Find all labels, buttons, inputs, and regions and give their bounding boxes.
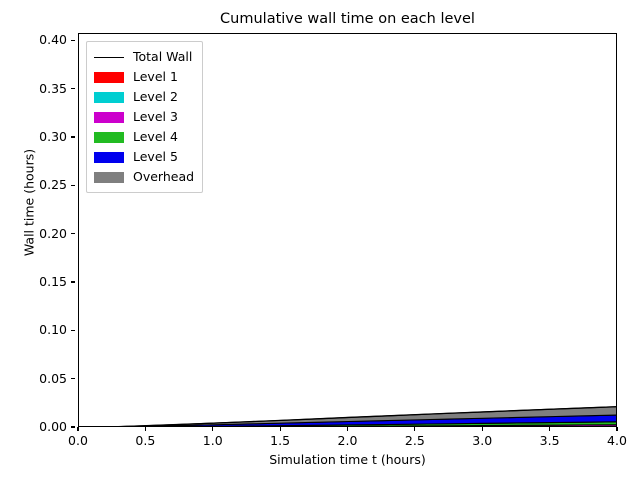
- x-tick-label: 0.5: [135, 433, 156, 448]
- total-wall-line: [118, 406, 616, 426]
- y-tick-mark: [71, 233, 75, 235]
- x-tick-label: 4.0: [607, 433, 627, 448]
- y-tick-mark: [71, 184, 75, 186]
- legend-swatch-icon: [94, 171, 124, 183]
- x-tick-label: 3.5: [539, 433, 560, 448]
- y-tick-label: 0.35: [39, 80, 67, 96]
- y-tick-label: 0.15: [39, 273, 67, 289]
- y-tick-mark: [71, 281, 75, 283]
- legend-swatch-icon: [94, 111, 124, 123]
- legend-item-level-1: Level 1: [94, 67, 194, 87]
- x-tick-mark: [77, 427, 79, 431]
- x-axis-label: Simulation time t (hours): [269, 452, 426, 467]
- y-tick-mark: [71, 329, 75, 331]
- legend-swatch-icon: [94, 131, 124, 143]
- legend-line-stroke: [94, 56, 124, 58]
- x-tick-label: 1.5: [270, 433, 291, 448]
- y-tick-mark: [71, 39, 75, 41]
- legend-swatch-icon: [94, 71, 124, 83]
- x-tick-label: 3.0: [472, 433, 493, 448]
- legend-item-level-3: Level 3: [94, 107, 194, 127]
- y-tick-label: 0.40: [39, 32, 67, 48]
- legend-swatch-icon: [94, 91, 124, 103]
- y-tick-label: 0.05: [39, 370, 67, 386]
- legend-label: Level 5: [133, 149, 178, 164]
- x-tick-mark: [549, 427, 551, 431]
- legend-item-level-2: Level 2: [94, 87, 194, 107]
- x-tick-mark: [212, 427, 214, 431]
- legend-item-total-wall: Total Wall: [94, 47, 194, 67]
- y-tick-label: 0.25: [39, 177, 67, 193]
- x-tick-mark: [414, 427, 416, 431]
- x-tick-label: 0.0: [68, 433, 88, 448]
- x-tick-mark: [481, 427, 483, 431]
- x-tick-label: 2.0: [337, 433, 358, 448]
- legend-label: Level 4: [133, 129, 178, 144]
- x-tick-mark: [144, 427, 146, 431]
- x-tick-mark: [346, 427, 349, 431]
- y-tick-mark: [71, 378, 75, 380]
- legend-line-icon: [94, 52, 124, 63]
- legend-item-level-4: Level 4: [94, 127, 194, 147]
- y-tick-label: 0.20: [39, 225, 67, 241]
- legend-label: Level 1: [133, 69, 178, 84]
- legend-label: Level 3: [133, 109, 178, 124]
- chart-legend: Total Wall Level 1 Level 2 Level 3 Level 4 Le…: [86, 41, 204, 193]
- legend-label: Level 2: [133, 89, 178, 104]
- chart-title: Cumulative wall time on each level: [220, 11, 475, 27]
- x-tick-label: 1.0: [202, 433, 223, 448]
- y-tick-label: 0.00: [39, 419, 67, 434]
- y-tick-label: 0.30: [39, 128, 67, 144]
- x-tick-label: 2.5: [404, 433, 425, 448]
- legend-label: Overhead: [133, 169, 195, 184]
- legend-item-level-5: Level 5: [94, 147, 194, 167]
- x-tick-mark: [279, 427, 281, 431]
- y-tick-mark: [71, 136, 75, 138]
- y-tick-mark: [71, 88, 75, 90]
- legend-item-overhead: Overhead: [94, 167, 194, 187]
- y-tick-mark: [71, 426, 75, 428]
- area-band-level-2: [584, 425, 616, 426]
- legend-swatch-icon: [94, 151, 124, 163]
- x-tick-mark: [616, 427, 618, 431]
- y-tick-label: 0.10: [39, 322, 67, 338]
- stacked-area-plot: [118, 406, 616, 426]
- legend-label: Total Wall: [133, 49, 193, 64]
